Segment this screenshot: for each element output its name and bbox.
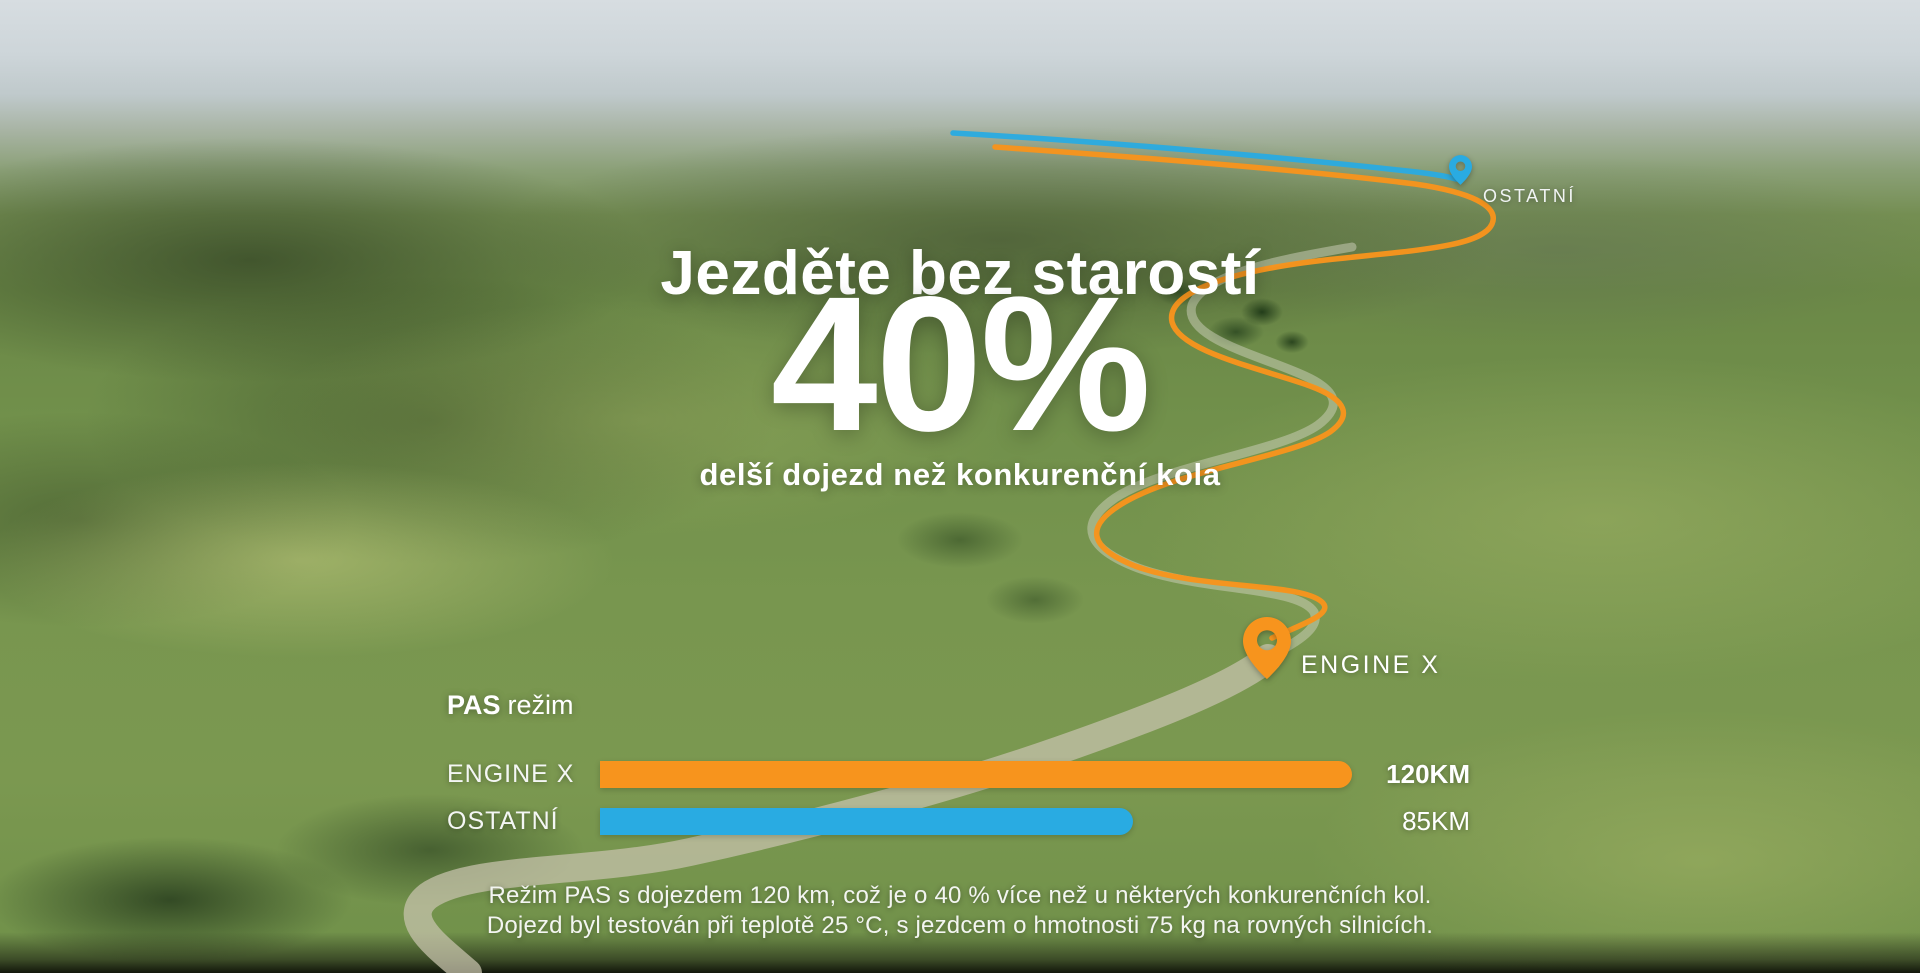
chart-category-label: ENGINE X <box>447 759 575 788</box>
other-map-pin <box>1449 155 1472 185</box>
other-route-label: OSTATNÍ <box>1483 186 1576 206</box>
route-other <box>950 130 1459 182</box>
chart-value-label: 85KM <box>1402 805 1470 836</box>
chart-category-label: OSTATNÍ <box>447 806 559 835</box>
map-pin-icon <box>1449 155 1472 185</box>
disclaimer-line-2: Dojezd byl testován při teplotě 25 °C, s… <box>486 912 1434 939</box>
chart-title-bold: PAS <box>447 690 501 720</box>
chart-value-label: 120KM <box>1386 758 1470 789</box>
engine-route-label: ENGINE X <box>1301 651 1441 679</box>
map-pin-icon <box>1243 617 1291 679</box>
chart-title-rest: režim <box>507 690 574 720</box>
chart-bar-track <box>600 760 1352 788</box>
engine-map-pin <box>1243 617 1291 679</box>
chart-bar-track <box>600 807 1352 835</box>
chart-bar-engine-x <box>600 760 1352 788</box>
road-path-lower <box>403 644 1282 973</box>
chart-row-ostatni: OSTATNÍ 85KM <box>447 804 1470 838</box>
page-title: Jezděte bez starostí <box>660 238 1260 308</box>
route-engine <box>992 144 1496 641</box>
highlight-percentage: 40% <box>770 256 1151 471</box>
road-path <box>1087 242 1357 663</box>
page-subtitle: delší dojezd než konkurenční kola <box>699 457 1221 492</box>
range-comparison-chart: PAS režim ENGINE X 120KM OSTATNÍ 85KM <box>447 690 1470 851</box>
disclaimer-line-1: Režim PAS s dojezdem 120 km, což je o 40… <box>488 882 1432 909</box>
chart-title: PAS režim <box>447 690 1470 721</box>
disclaimer-text: Režim PAS s dojezdem 120 km, což je o 40… <box>0 881 1920 941</box>
chart-bar-ostatni <box>600 807 1133 835</box>
chart-row-engine-x: ENGINE X 120KM <box>447 757 1470 791</box>
